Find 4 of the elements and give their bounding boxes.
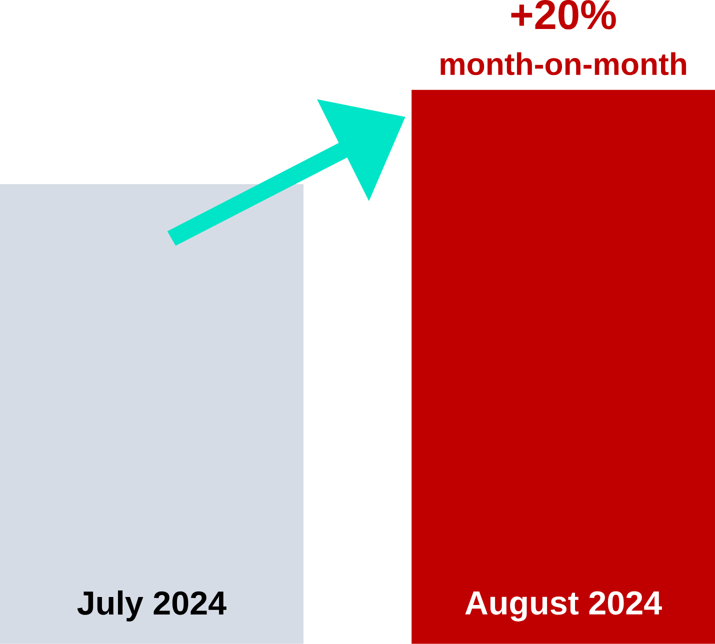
x-tick-label: August 2024 (465, 591, 662, 622)
x-tick-label: July 2024 (77, 590, 226, 622)
text: month-on-month (440, 52, 686, 76)
text: +20% (511, 0, 616, 30)
